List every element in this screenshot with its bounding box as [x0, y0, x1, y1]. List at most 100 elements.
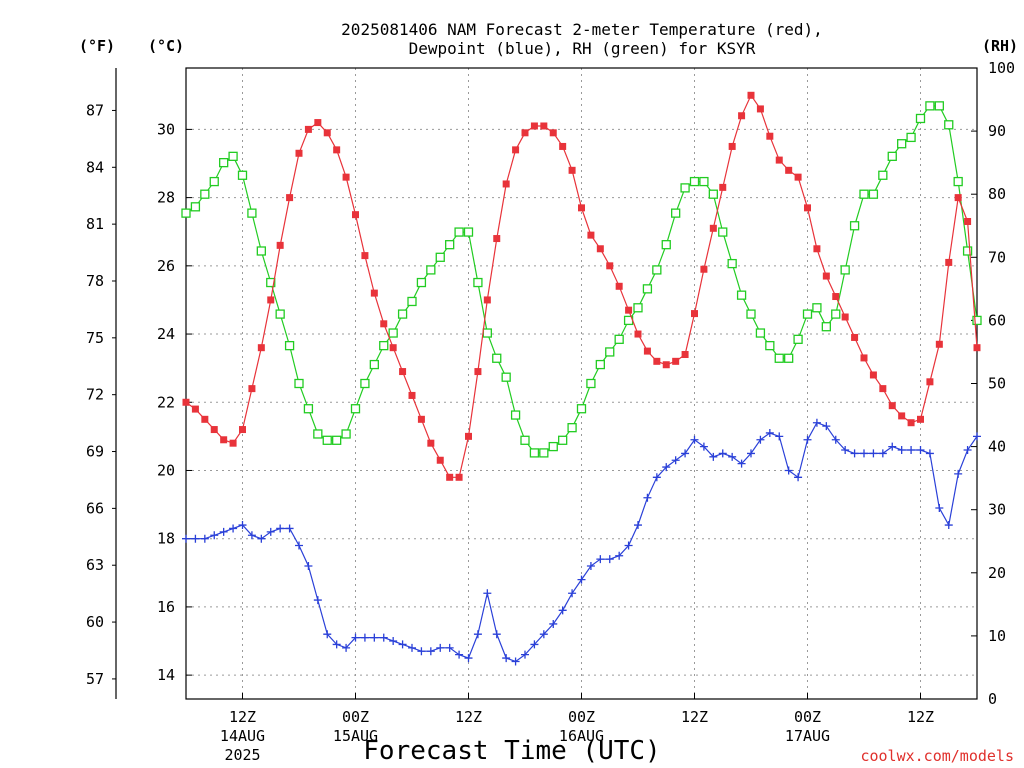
temperature-point	[182, 398, 190, 406]
temperature-point	[370, 289, 378, 297]
temperature-point	[672, 357, 680, 365]
dewpoint-point	[841, 446, 850, 455]
grid-lines	[186, 68, 977, 699]
rh-point	[868, 189, 879, 199]
rh-point	[718, 227, 728, 237]
dewpoint-point	[389, 637, 398, 646]
dewpoint-point	[558, 606, 567, 615]
dewpoint-point	[973, 432, 981, 441]
dewpoint-point	[605, 555, 614, 564]
dewpoint-point	[219, 527, 228, 536]
dewpoint-point	[276, 524, 285, 533]
temperature-point	[427, 439, 435, 447]
temperature-point	[220, 436, 228, 444]
dewpoint-point	[916, 446, 925, 455]
rh-point	[840, 265, 850, 275]
dewpoint-point	[426, 647, 435, 656]
dewpoint-point	[473, 630, 482, 639]
dewpoint-point	[229, 524, 238, 533]
temperature-point	[455, 473, 463, 481]
rh-point	[972, 315, 982, 326]
dewpoint-point	[238, 521, 247, 530]
rh-point	[915, 113, 926, 124]
dewpoint-point	[182, 534, 190, 543]
temperature-point	[512, 146, 520, 154]
dewpoint-point	[624, 541, 633, 550]
dewpoint-series	[182, 418, 981, 666]
dewpoint-point	[907, 446, 916, 455]
temperature-point	[615, 282, 623, 290]
dewpoint-point	[596, 555, 605, 564]
temperature-point	[888, 402, 896, 410]
temperature-point	[436, 456, 444, 464]
rh-tick-label: 40	[988, 438, 1006, 456]
dewpoint-point	[963, 446, 972, 455]
dewpoint-point	[935, 503, 944, 512]
dewpoint-point	[210, 531, 219, 540]
dewpoint-point	[775, 432, 784, 441]
temperature-point	[568, 166, 576, 174]
rh-unit-label: (RH)	[982, 37, 1018, 55]
dewpoint-point	[266, 527, 275, 536]
rh-point	[332, 435, 342, 445]
time-tick-date: 17AUG	[785, 727, 830, 745]
temperature-point	[945, 258, 953, 266]
dewpoint-point	[643, 493, 652, 502]
temperature-point	[502, 180, 510, 188]
temperature-point	[596, 245, 604, 253]
dewpoint-point	[709, 452, 718, 461]
time-tick-label: 12Z	[229, 708, 256, 726]
temperature-point	[380, 320, 388, 328]
time-tick-label: 12Z	[681, 708, 708, 726]
temperature-point	[201, 415, 209, 423]
dewpoint-point	[652, 473, 661, 482]
time-tick-date: 14AUG	[220, 727, 265, 745]
temperature-point	[578, 204, 585, 212]
dewpoint-point	[586, 561, 595, 570]
rh-point	[247, 208, 257, 218]
temperature-point	[917, 415, 924, 423]
temperature-point	[813, 245, 821, 253]
temperature-point	[841, 313, 849, 321]
temperature-point	[276, 241, 284, 249]
rh-point	[671, 208, 681, 218]
rh-point	[313, 429, 323, 439]
dewpoint-point	[511, 657, 520, 666]
rh-point	[322, 435, 332, 445]
dewpoint-point	[568, 589, 577, 598]
dewpoint-point	[699, 442, 708, 451]
temperature-point	[210, 426, 218, 434]
rh-point	[802, 309, 813, 319]
dewpoint-point	[492, 630, 501, 639]
temperature-point	[964, 217, 972, 225]
temperature-point	[361, 252, 369, 260]
rh-point	[445, 240, 455, 250]
rh-tick-label: 50	[988, 375, 1006, 393]
rh-tick-label: 100	[988, 59, 1015, 77]
temperature-point	[352, 211, 359, 219]
celsius-tick-label: 30	[157, 120, 175, 138]
dewpoint-point	[860, 449, 868, 458]
temperature-point	[794, 173, 802, 181]
time-tick-date: 15AUG	[333, 727, 378, 745]
dewpoint-point	[747, 449, 755, 458]
temperature-point	[389, 344, 397, 352]
temperature-point	[662, 361, 670, 369]
rh-point	[821, 322, 831, 332]
dewpoint-point	[483, 589, 492, 598]
time-tick-label: 00Z	[568, 708, 595, 726]
rh-point	[529, 448, 540, 458]
rh-point	[878, 170, 888, 180]
dewpoint-point	[379, 633, 388, 642]
rh-point	[633, 303, 643, 313]
rh-point	[680, 183, 690, 193]
dewpoint-point	[200, 534, 209, 543]
rh-point	[906, 132, 916, 143]
dewpoint-point	[342, 643, 351, 652]
temperature-point	[766, 132, 774, 140]
fahrenheit-tick-label: 57	[86, 670, 104, 688]
fahrenheit-unit-label: (°F)	[79, 37, 115, 55]
celsius-tick-label: 24	[157, 325, 175, 343]
rh-point	[482, 328, 492, 338]
